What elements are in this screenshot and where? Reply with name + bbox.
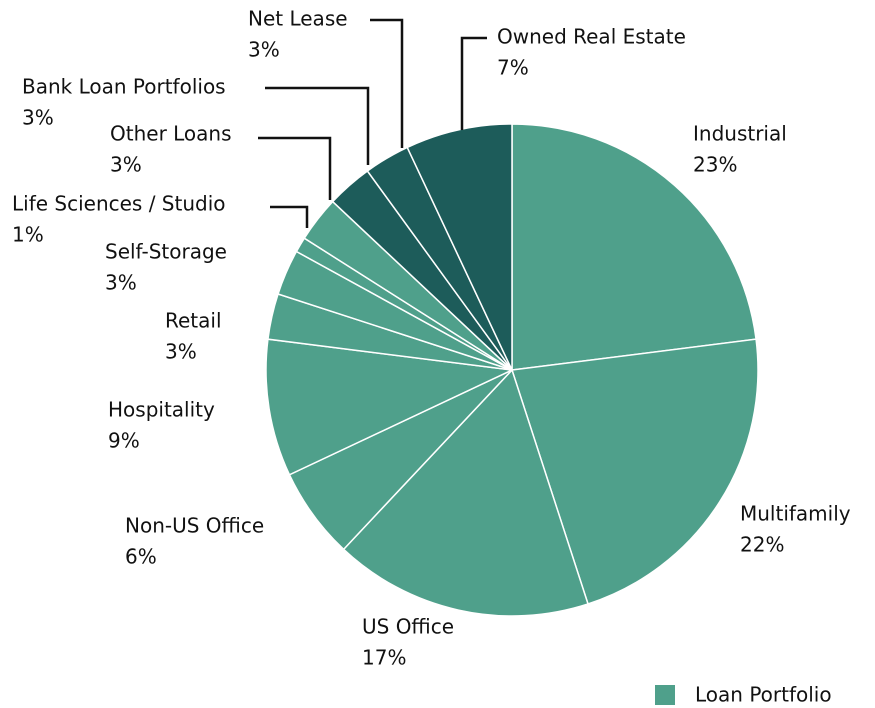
pie-slice xyxy=(406,123,513,371)
slice-label: Net Lease xyxy=(248,7,348,31)
pie-slice xyxy=(342,368,589,617)
slice-value-label: 3% xyxy=(248,38,280,62)
slice-label: Owned Real Estate xyxy=(497,25,686,49)
slice-label: Bank Loan Portfolios xyxy=(22,75,226,99)
pie-slice xyxy=(265,338,515,476)
pie-slice xyxy=(511,338,759,605)
slice-label: Self-Storage xyxy=(105,240,227,264)
slice-value-label: 1% xyxy=(12,223,44,247)
slice-value-label: 7% xyxy=(497,56,529,80)
slice-label: US Office xyxy=(362,615,454,639)
slice-value-label: 3% xyxy=(105,271,137,295)
slice-label: Multifamily xyxy=(740,502,851,526)
leader-line xyxy=(460,36,487,130)
slice-value-label: 9% xyxy=(108,429,140,453)
pie-slice xyxy=(511,123,757,371)
legend-swatch xyxy=(655,685,675,705)
leader-line xyxy=(270,205,309,228)
legend-label: Loan Portfolio xyxy=(695,683,832,707)
slice-value-label: 17% xyxy=(362,646,406,670)
slice-label: Life Sciences / Studio xyxy=(12,192,226,216)
slice-value-label: 3% xyxy=(165,340,197,364)
slice-label: Other Loans xyxy=(110,122,232,146)
slice-value-label: 3% xyxy=(110,153,142,177)
leader-line xyxy=(370,18,404,148)
slice-value-label: 22% xyxy=(740,533,784,557)
slice-label: Industrial xyxy=(693,122,787,146)
slice-label: Hospitality xyxy=(108,398,215,422)
slice-value-label: 23% xyxy=(693,153,737,177)
slice-value-label: 6% xyxy=(125,545,157,569)
leader-line xyxy=(258,136,332,200)
leader-line xyxy=(265,86,370,165)
slice-value-label: 3% xyxy=(22,106,54,130)
slice-label: Retail xyxy=(165,309,222,333)
slice-label: Non-US Office xyxy=(125,514,264,538)
